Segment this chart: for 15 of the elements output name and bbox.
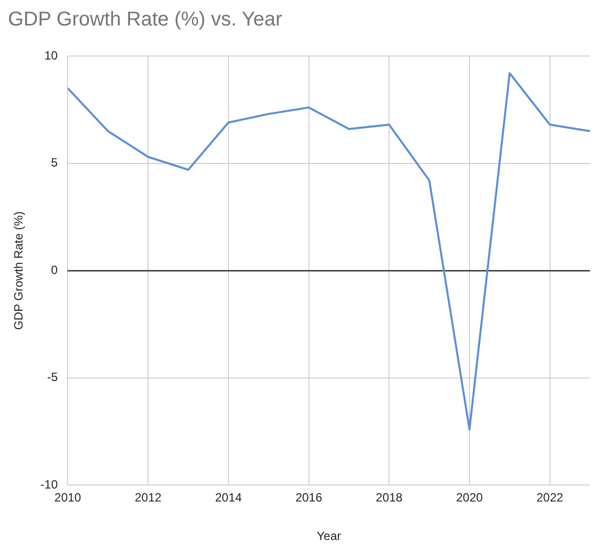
y-tick-label: -10 [40, 478, 58, 492]
x-axis-title: Year [316, 529, 341, 544]
y-axis-title: GDP Growth Rate (%) [12, 211, 26, 330]
y-tick-label: -5 [47, 370, 58, 384]
x-tick-label: 2022 [536, 490, 564, 505]
x-tick-label: 2018 [376, 490, 403, 505]
y-tick-label: 10 [44, 48, 58, 62]
x-tick-label: 2014 [215, 490, 242, 505]
x-tick-label: 2016 [295, 490, 322, 505]
y-tick-label: 0 [51, 262, 58, 277]
x-tick-label: 2010 [54, 490, 82, 505]
chart-title: GDP Growth Rate (%) vs. Year [8, 8, 283, 31]
x-tick-label: 2020 [456, 490, 484, 505]
x-tick-label: 2012 [134, 490, 162, 505]
y-tick-label: 5 [51, 156, 58, 170]
